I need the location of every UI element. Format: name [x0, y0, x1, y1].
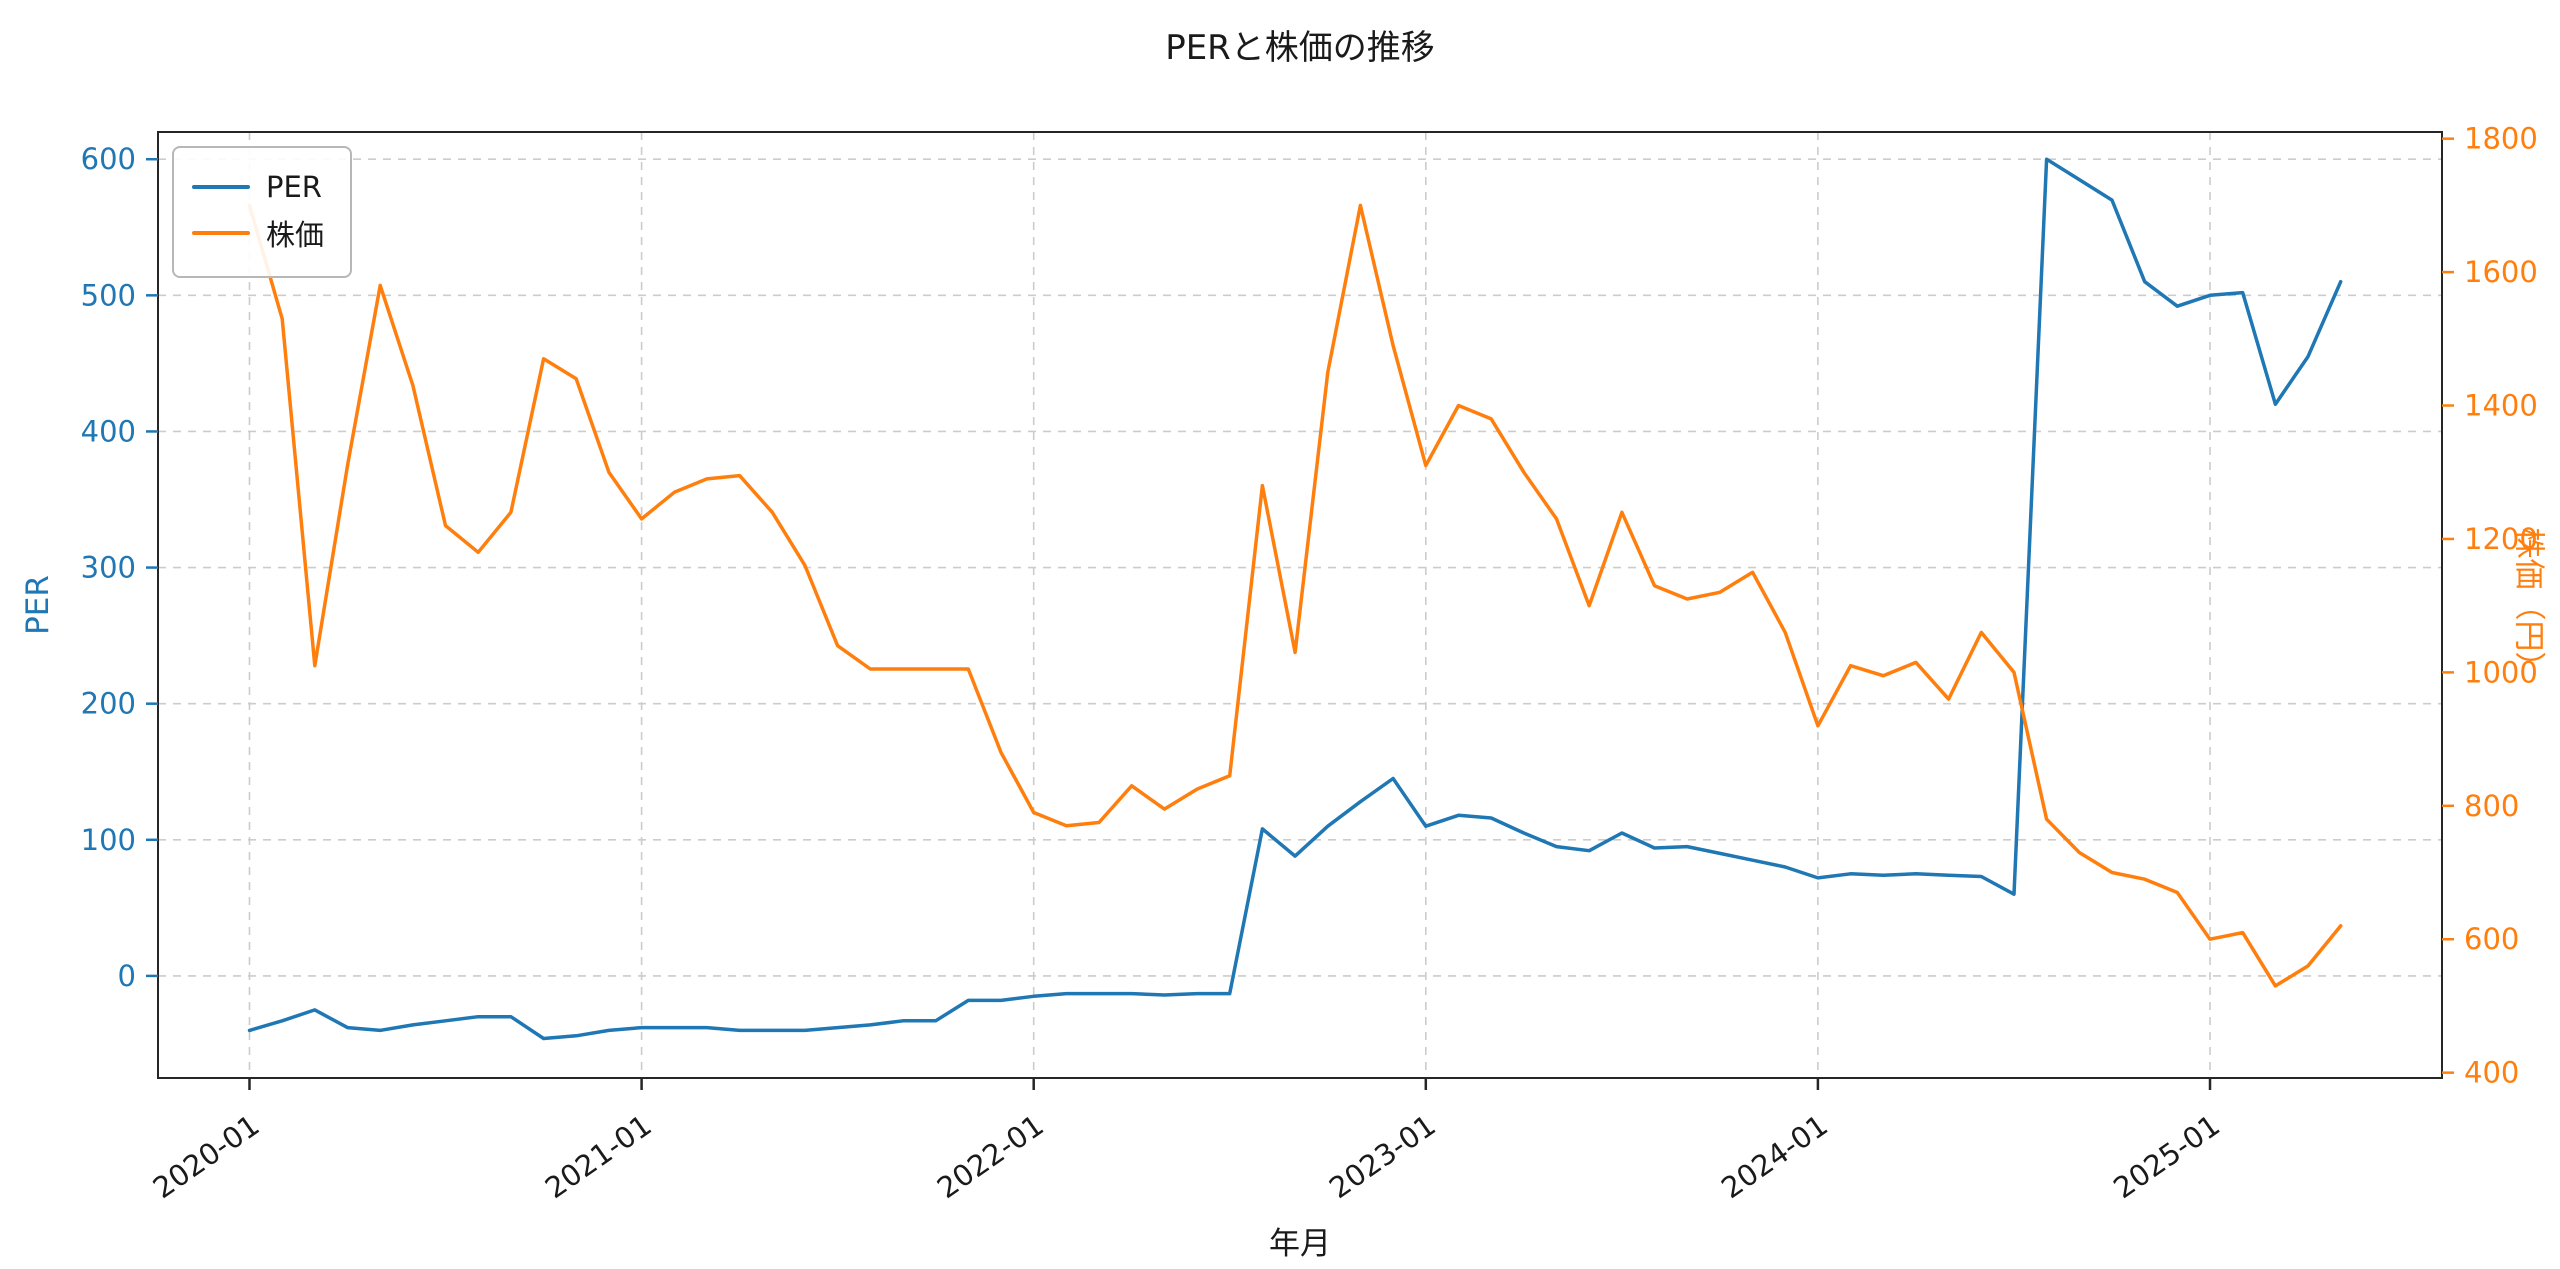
legend-item-kabuka: 株価	[192, 212, 324, 254]
svg-text:600: 600	[81, 142, 136, 176]
svg-text:1600: 1600	[2464, 255, 2538, 289]
svg-text:1000: 1000	[2464, 655, 2538, 689]
svg-text:2025-01: 2025-01	[2107, 1108, 2226, 1205]
svg-text:400: 400	[2464, 1056, 2519, 1090]
svg-text:0: 0	[118, 959, 136, 993]
legend-label-kabuka: 株価	[266, 218, 325, 252]
svg-text:1800: 1800	[2464, 122, 2538, 156]
svg-text:2020-01: 2020-01	[147, 1108, 266, 1205]
svg-text:300: 300	[81, 551, 136, 585]
legend-item-per: PER	[192, 170, 324, 204]
svg-text:2022-01: 2022-01	[931, 1108, 1050, 1205]
svg-text:500: 500	[81, 278, 136, 312]
y-axis-label-left: PER	[20, 575, 56, 635]
svg-text:1400: 1400	[2464, 389, 2538, 423]
y-axis-label-right: 株価（円）	[2510, 527, 2547, 683]
legend-label-per: PER	[266, 170, 322, 204]
svg-text:100: 100	[81, 823, 136, 857]
x-axis-label: 年月	[1269, 1226, 1331, 1262]
kabuka-line-swatch	[192, 231, 250, 235]
svg-text:800: 800	[2464, 789, 2519, 823]
per-line-swatch	[192, 185, 250, 189]
legend: PER 株価	[172, 146, 353, 278]
svg-text:2023-01: 2023-01	[1323, 1108, 1442, 1205]
svg-text:400: 400	[81, 414, 136, 448]
chart-title: PERと株価の推移	[1165, 28, 1435, 68]
svg-text:200: 200	[81, 687, 136, 721]
svg-text:2024-01: 2024-01	[1715, 1108, 1834, 1205]
svg-text:2021-01: 2021-01	[539, 1108, 658, 1205]
svg-text:1200: 1200	[2464, 522, 2538, 556]
svg-text:600: 600	[2464, 922, 2519, 956]
